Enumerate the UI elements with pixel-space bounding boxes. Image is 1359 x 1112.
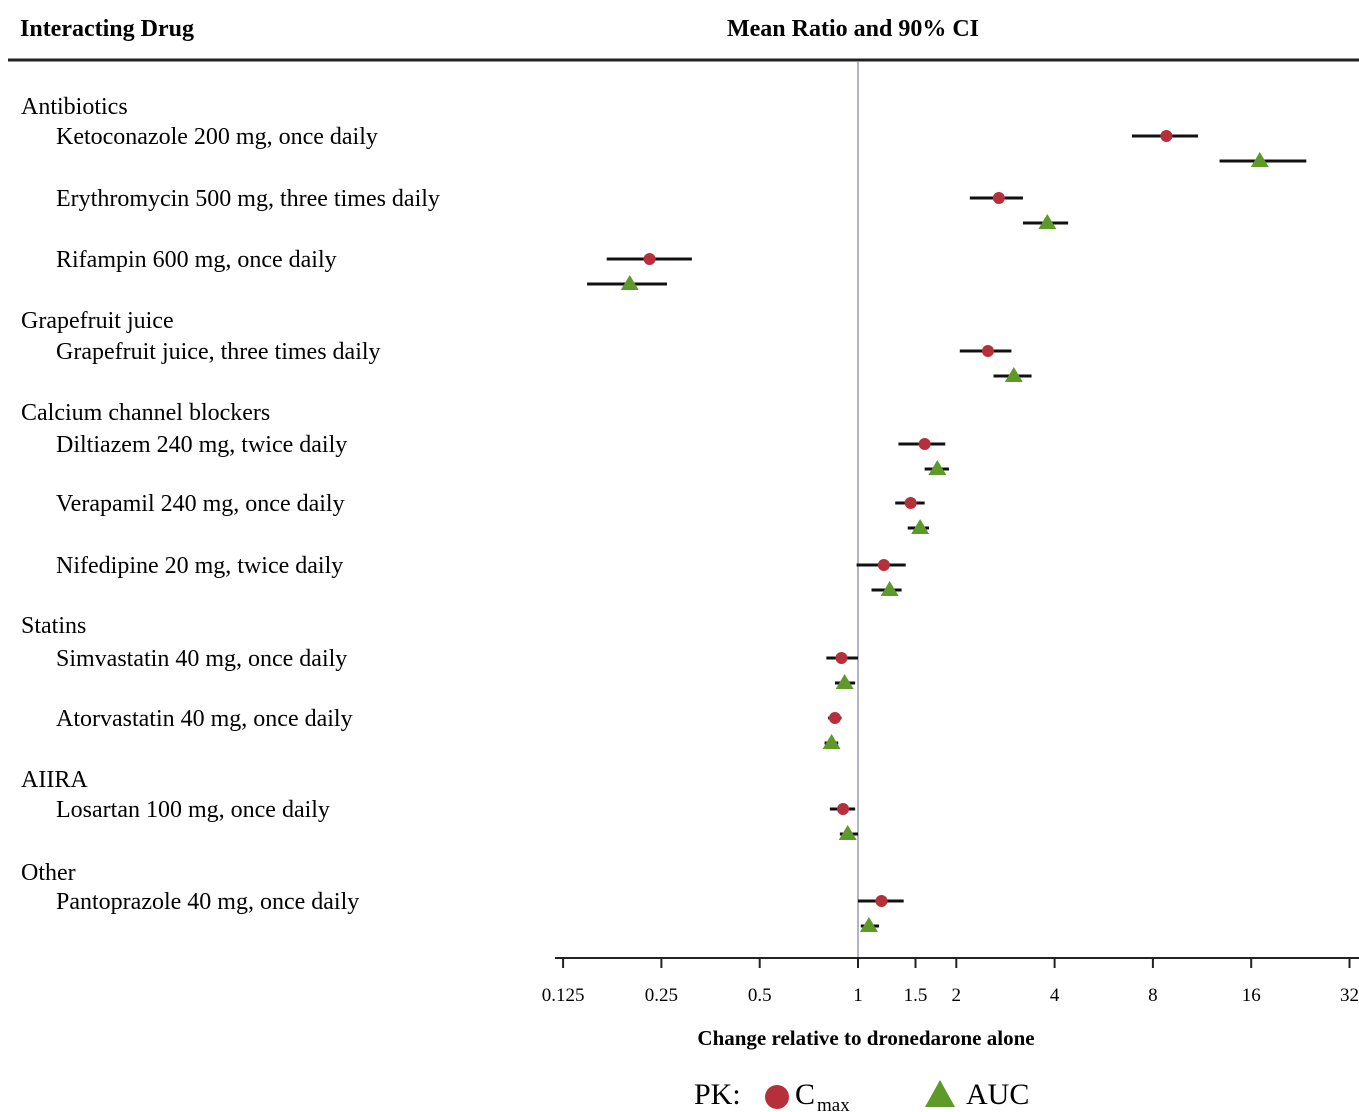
auc-point xyxy=(911,519,930,534)
category-label: Grapefruit juice xyxy=(21,308,174,334)
x-tick-label: 1 xyxy=(853,985,863,1006)
drug-label: Atorvastatin 40 mg, once daily xyxy=(56,706,353,732)
x-tick-label: 32 xyxy=(1340,985,1359,1006)
auc-point xyxy=(880,581,899,596)
category-label: AIIRA xyxy=(21,767,88,793)
category-label: Antibiotics xyxy=(21,94,128,120)
drug-label: Verapamil 240 mg, once daily xyxy=(56,491,345,517)
drug-label: Erythromycin 500 mg, three times daily xyxy=(56,186,440,212)
x-axis-label: Change relative to dronedarone alone xyxy=(697,1026,1034,1050)
cmax-point xyxy=(918,438,931,450)
legend: PK: C max AUC xyxy=(694,1078,1029,1112)
cmax-point xyxy=(992,192,1005,204)
drug-label: Simvastatin 40 mg, once daily xyxy=(56,646,347,672)
auc-point xyxy=(1004,367,1023,382)
x-tick-label: 0.25 xyxy=(645,985,678,1006)
auc-point xyxy=(1038,214,1057,229)
cmax-point xyxy=(904,497,917,509)
drug-label: Rifampin 600 mg, once daily xyxy=(56,247,337,273)
row-labels: Antibiotics Ketoconazole 200 mg, once dai… xyxy=(21,94,440,915)
legend-auc-marker xyxy=(925,1080,955,1107)
legend-cmax-label: C xyxy=(795,1078,815,1111)
cmax-point xyxy=(643,253,656,265)
x-axis-ticks: 0.125 0.25 0.5 1 1.5 2 4 8 16 32 xyxy=(542,958,1359,1006)
drug-label: Grapefruit juice, three times daily xyxy=(56,339,381,365)
legend-cmax-marker xyxy=(765,1085,789,1109)
auc-point xyxy=(620,275,639,290)
cmax-point xyxy=(875,895,888,907)
drug-label: Losartan 100 mg, once daily xyxy=(56,797,330,823)
cmax-point xyxy=(835,652,848,664)
auc-point xyxy=(928,460,947,475)
cmax-point xyxy=(828,712,841,724)
x-tick-label: 1.5 xyxy=(904,985,928,1006)
drug-label: Diltiazem 240 mg, twice daily xyxy=(56,432,347,458)
category-label: Calcium channel blockers xyxy=(21,400,270,426)
legend-cmax-subscript: max xyxy=(817,1095,850,1112)
x-tick-label: 16 xyxy=(1242,985,1261,1006)
auc-point xyxy=(835,674,854,689)
header-center-title: Mean Ratio and 90% CI xyxy=(727,16,979,42)
x-tick-label: 4 xyxy=(1050,985,1060,1006)
header-left-title: Interacting Drug xyxy=(20,16,194,42)
auc-point xyxy=(822,734,841,749)
category-label: Statins xyxy=(21,613,86,639)
x-tick-label: 8 xyxy=(1148,985,1158,1006)
x-tick-label: 0.125 xyxy=(542,985,585,1006)
legend-auc-label: AUC xyxy=(966,1078,1029,1111)
category-label: Other xyxy=(21,860,76,886)
x-tick-label: 0.5 xyxy=(748,985,772,1006)
cmax-point xyxy=(837,803,850,815)
legend-prefix: PK: xyxy=(694,1078,741,1111)
drug-label: Pantoprazole 40 mg, once daily xyxy=(56,889,359,915)
cmax-point xyxy=(877,559,890,571)
auc-point xyxy=(1250,152,1269,167)
auc-point xyxy=(859,917,878,932)
drug-label: Ketoconazole 200 mg, once daily xyxy=(56,124,378,150)
auc-point xyxy=(838,825,857,840)
data-marks xyxy=(587,130,1307,932)
x-tick-label: 2 xyxy=(952,985,962,1006)
cmax-point xyxy=(1160,130,1173,142)
cmax-point xyxy=(981,345,994,357)
drug-label: Nifedipine 20 mg, twice daily xyxy=(56,553,343,579)
